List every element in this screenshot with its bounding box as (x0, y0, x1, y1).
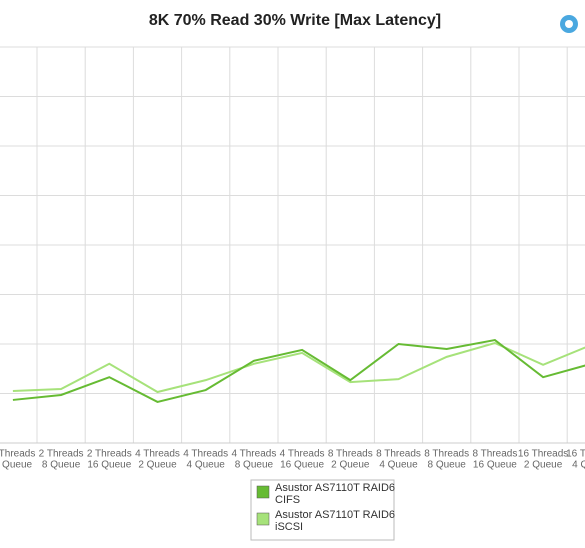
x-tick-label: 4 Threads (135, 449, 180, 460)
x-tick-label: 2 Queue (138, 460, 177, 471)
x-tick-label: 4 Threads (280, 449, 325, 460)
x-tick-label: 4 Threads (183, 449, 228, 460)
legend-label: iSCSI (275, 521, 303, 533)
x-tick-label: 4 Queue (379, 460, 418, 471)
x-tick-label: 2 Threads (0, 449, 35, 460)
legend-swatch (256, 485, 270, 499)
x-tick-label: 8 Queue (235, 460, 274, 471)
x-tick-label: 16 Queue (280, 460, 324, 471)
x-tick-label: 16 Threads (566, 449, 585, 460)
series-line (12, 338, 585, 403)
x-tick-label: 2 Threads (87, 449, 132, 460)
x-tick-label: 16 Queue (473, 460, 517, 471)
menu-icon[interactable] (560, 15, 578, 33)
x-tick-label: 8 Queue (428, 460, 467, 471)
legend-label: Asustor AS7110T RAID6 (275, 509, 395, 521)
x-tick-label: 16 Queue (87, 460, 131, 471)
chart-title: 8K 70% Read 30% Write [Max Latency] (149, 12, 441, 29)
x-tick-label: 4 Threads (231, 449, 276, 460)
x-tick-label: 4 Queue (0, 460, 33, 471)
x-tick-label: 8 Threads (424, 449, 469, 460)
menu-icon-dot[interactable] (565, 20, 573, 28)
legend-label: CIFS (275, 494, 300, 506)
x-tick-label: 8 Threads (376, 449, 421, 460)
x-tick-label: 2 Threads (39, 449, 84, 460)
x-tick-label: 2 Queue (331, 460, 370, 471)
x-tick-label: 16 Threads (518, 449, 568, 460)
legend-swatch (256, 512, 270, 526)
x-tick-label: 2 Queue (524, 460, 563, 471)
legend-box (250, 479, 395, 541)
x-tick-label: 8 Threads (472, 449, 517, 460)
legend-label: Asustor AS7110T RAID6 (275, 482, 395, 494)
x-tick-label: 4 Queue (187, 460, 226, 471)
x-tick-label: 4 Queue (572, 460, 585, 471)
x-tick-label: 8 Queue (42, 460, 81, 471)
series-line (12, 341, 585, 394)
x-tick-label: 8 Threads (328, 449, 373, 460)
